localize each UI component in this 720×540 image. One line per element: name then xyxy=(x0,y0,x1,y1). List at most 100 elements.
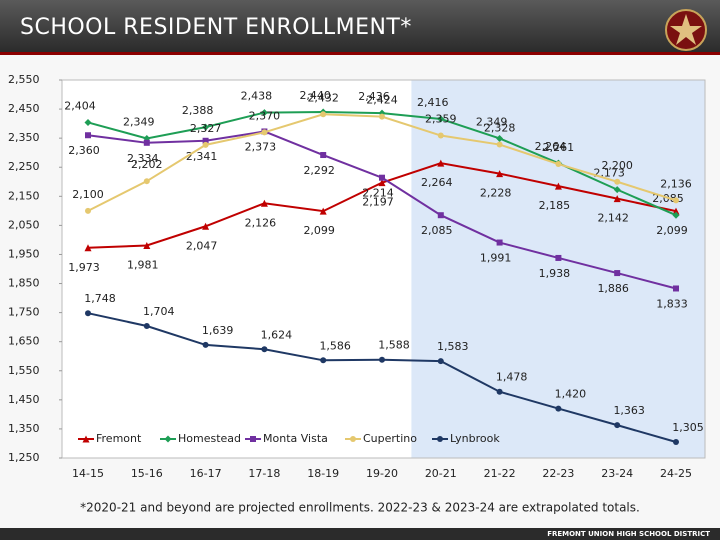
y-tick-label: 1,950 xyxy=(8,247,40,260)
data-label: 1,991 xyxy=(480,252,512,265)
data-point xyxy=(614,422,621,429)
data-point xyxy=(85,310,91,317)
y-tick-label: 2,250 xyxy=(8,160,40,173)
footer-text: FREMONT UNION HIGH SCHOOL DISTRICT xyxy=(547,530,710,538)
data-label: 2,359 xyxy=(425,113,457,126)
data-label: 2,142 xyxy=(597,212,629,225)
data-label: 1,305 xyxy=(672,421,704,434)
data-point xyxy=(202,123,210,131)
data-point xyxy=(554,182,562,190)
data-point xyxy=(85,132,91,139)
y-tick-label: 1,450 xyxy=(8,393,40,406)
data-label: 1,363 xyxy=(613,404,645,417)
data-point xyxy=(673,285,679,292)
header-rule xyxy=(0,52,720,55)
legend-label: Fremont xyxy=(96,432,142,445)
legend-marker xyxy=(350,436,356,442)
data-point xyxy=(673,197,679,204)
header-bar xyxy=(0,0,720,52)
y-tick-label: 1,850 xyxy=(8,277,40,290)
data-label: 2,214 xyxy=(362,187,394,200)
data-label: 1,981 xyxy=(127,258,159,271)
data-label: 2,264 xyxy=(535,140,567,153)
y-tick-label: 2,050 xyxy=(8,218,40,231)
x-tick-label: 20-21 xyxy=(425,467,457,480)
data-label: 2,085 xyxy=(421,224,453,237)
legend-label: Cupertino xyxy=(363,432,417,445)
data-label: 2,404 xyxy=(64,99,96,112)
legend-label: Lynbrook xyxy=(450,432,500,445)
data-point xyxy=(496,239,503,246)
data-label: 2,197 xyxy=(362,196,394,209)
data-label: 2,349 xyxy=(476,115,508,128)
data-label: 2,099 xyxy=(656,224,688,237)
data-label: 2,202 xyxy=(131,158,163,171)
data-point xyxy=(319,207,327,215)
data-point xyxy=(614,178,621,185)
legend-label: Homestead xyxy=(178,432,241,445)
data-label: 2,099 xyxy=(303,224,335,237)
data-point xyxy=(260,109,268,117)
data-label: 2,349 xyxy=(123,115,155,128)
data-point xyxy=(143,241,151,249)
data-point xyxy=(437,358,444,365)
data-label: 1,624 xyxy=(261,328,293,341)
data-point xyxy=(437,212,444,219)
x-tick-label: 14-15 xyxy=(72,467,104,480)
data-point xyxy=(437,115,445,123)
data-point xyxy=(555,405,562,412)
x-tick-label: 24-25 xyxy=(660,467,692,480)
x-tick-label: 21-22 xyxy=(484,467,516,480)
legend-marker xyxy=(82,435,90,443)
data-point xyxy=(379,356,385,363)
data-label: 2,100 xyxy=(72,188,104,201)
data-label: 1,704 xyxy=(143,305,175,318)
data-point xyxy=(379,113,385,120)
y-tick-label: 2,450 xyxy=(8,102,40,115)
data-point xyxy=(379,174,385,181)
data-label: 2,185 xyxy=(539,199,571,212)
x-tick-label: 18-19 xyxy=(307,467,339,480)
data-point xyxy=(496,134,504,142)
data-point xyxy=(613,195,621,203)
footnote: *2020-21 and beyond are projected enroll… xyxy=(80,501,640,515)
data-label: 1,973 xyxy=(68,261,100,274)
x-tick-label: 23-24 xyxy=(601,467,633,480)
data-point xyxy=(261,346,268,353)
data-point xyxy=(378,179,386,187)
data-label: 2,228 xyxy=(480,187,512,200)
data-point xyxy=(85,207,91,214)
data-label: 2,292 xyxy=(303,164,335,177)
data-label: 2,200 xyxy=(601,159,633,172)
data-label: 2,136 xyxy=(660,177,692,190)
y-tick-label: 1,650 xyxy=(8,335,40,348)
data-label: 2,328 xyxy=(484,122,516,135)
legend-label: Monta Vista xyxy=(263,432,328,445)
data-point xyxy=(202,341,209,348)
data-label: 2,360 xyxy=(68,144,100,157)
data-point xyxy=(143,322,150,329)
data-label: 2,261 xyxy=(543,141,575,154)
data-point xyxy=(260,199,268,207)
data-point xyxy=(437,132,444,139)
data-label: 2,047 xyxy=(186,239,218,252)
data-label: 1,588 xyxy=(378,339,410,352)
data-label: 1,748 xyxy=(84,292,116,305)
x-tick-label: 15-16 xyxy=(131,467,163,480)
data-label: 2,373 xyxy=(245,140,277,153)
data-point xyxy=(673,439,679,446)
data-point xyxy=(143,139,150,146)
data-point xyxy=(437,159,445,167)
data-label: 2,327 xyxy=(190,122,222,135)
data-point xyxy=(320,152,327,159)
data-label: 2,438 xyxy=(241,90,273,103)
data-point xyxy=(614,270,621,277)
data-point xyxy=(202,141,209,148)
data-point xyxy=(613,186,621,194)
data-label: 2,440 xyxy=(299,89,331,102)
data-label: 1,639 xyxy=(202,324,234,337)
data-point xyxy=(202,222,210,230)
footer-bar xyxy=(0,528,720,540)
